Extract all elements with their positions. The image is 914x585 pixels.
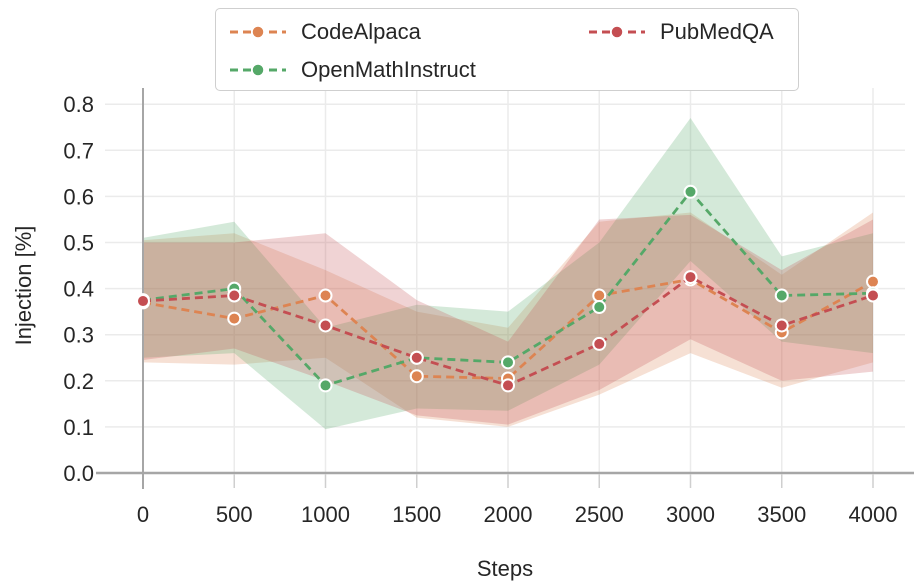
x-tick-label: 500 — [216, 502, 253, 527]
data-point-pubmedqa — [136, 294, 150, 309]
legend: CodeAlpaca PubMedQA OpenMathInstruct — [215, 8, 799, 91]
confidence-band-pubmedqa — [143, 214, 873, 425]
series-line-codealpaca — [142, 277, 874, 380]
data-point-openmathinstruct — [683, 184, 698, 199]
x-tick-label: 4000 — [849, 502, 898, 527]
y-tick-label: 0.0 — [63, 461, 94, 486]
data-point-pubmedqa — [683, 270, 698, 285]
x-tick-label: 1500 — [392, 502, 441, 527]
x-tick-label: 2000 — [484, 502, 533, 527]
y-tick-label: 0.5 — [63, 231, 94, 256]
data-point-openmathinstruct — [774, 288, 789, 303]
data-point-codealpaca — [866, 274, 880, 289]
openmathinstruct-dashed-line-swatch-icon — [229, 61, 287, 79]
series-line-openmathinstruct — [142, 189, 874, 388]
legend-item-pubmedqa: PubMedQA — [588, 18, 774, 46]
data-point-pubmedqa — [409, 350, 424, 365]
legend-marker-dot — [251, 63, 265, 77]
data-point-codealpaca — [227, 311, 242, 326]
y-tick-label: 0.2 — [63, 369, 94, 394]
legend-item-openmathinstruct: OpenMathInstruct — [229, 56, 476, 84]
data-point-pubmedqa — [866, 288, 880, 303]
data-point-pubmedqa — [501, 378, 515, 393]
legend-marker-dot — [251, 25, 265, 39]
x-axis-title: Steps — [477, 556, 533, 581]
legend-label-codealpaca: CodeAlpaca — [301, 19, 421, 44]
data-point-codealpaca — [318, 288, 333, 303]
legend-label-pubmedqa: PubMedQA — [660, 19, 774, 44]
x-tick-label: 3000 — [666, 502, 715, 527]
codealpaca-dashed-line-swatch-icon — [229, 23, 287, 41]
data-point-openmathinstruct — [501, 355, 515, 370]
legend-label-openmathinstruct: OpenMathInstruct — [301, 57, 476, 82]
data-point-pubmedqa — [227, 288, 242, 303]
y-tick-label: 0.4 — [63, 277, 94, 302]
legend-swatch-canvas — [230, 25, 286, 39]
legend-swatch-canvas — [230, 63, 286, 77]
legend-swatch-canvas — [589, 25, 645, 39]
data-point-pubmedqa — [318, 318, 333, 333]
data-point-pubmedqa — [774, 318, 789, 333]
legend-marker-dot — [610, 25, 624, 39]
x-tick-label: 3500 — [757, 502, 806, 527]
data-point-pubmedqa — [592, 336, 607, 351]
pubmedqa-dashed-line-swatch-icon — [588, 23, 646, 41]
data-point-openmathinstruct — [592, 300, 607, 315]
y-axis-title: Injection [%] — [11, 226, 36, 346]
data-point-openmathinstruct — [318, 378, 333, 393]
confidence-band-codealpaca — [143, 212, 873, 427]
y-tick-label: 0.6 — [63, 184, 94, 209]
x-tick-label: 0 — [137, 502, 149, 527]
x-tick-label: 2500 — [575, 502, 624, 527]
y-tick-label: 0.7 — [63, 138, 94, 163]
y-tick-label: 0.3 — [63, 323, 94, 348]
x-tick-label: 1000 — [301, 502, 350, 527]
y-tick-label: 0.1 — [63, 415, 94, 440]
y-tick-label: 0.8 — [63, 92, 94, 117]
legend-item-codealpaca: CodeAlpaca — [229, 18, 421, 46]
data-point-codealpaca — [409, 369, 424, 384]
